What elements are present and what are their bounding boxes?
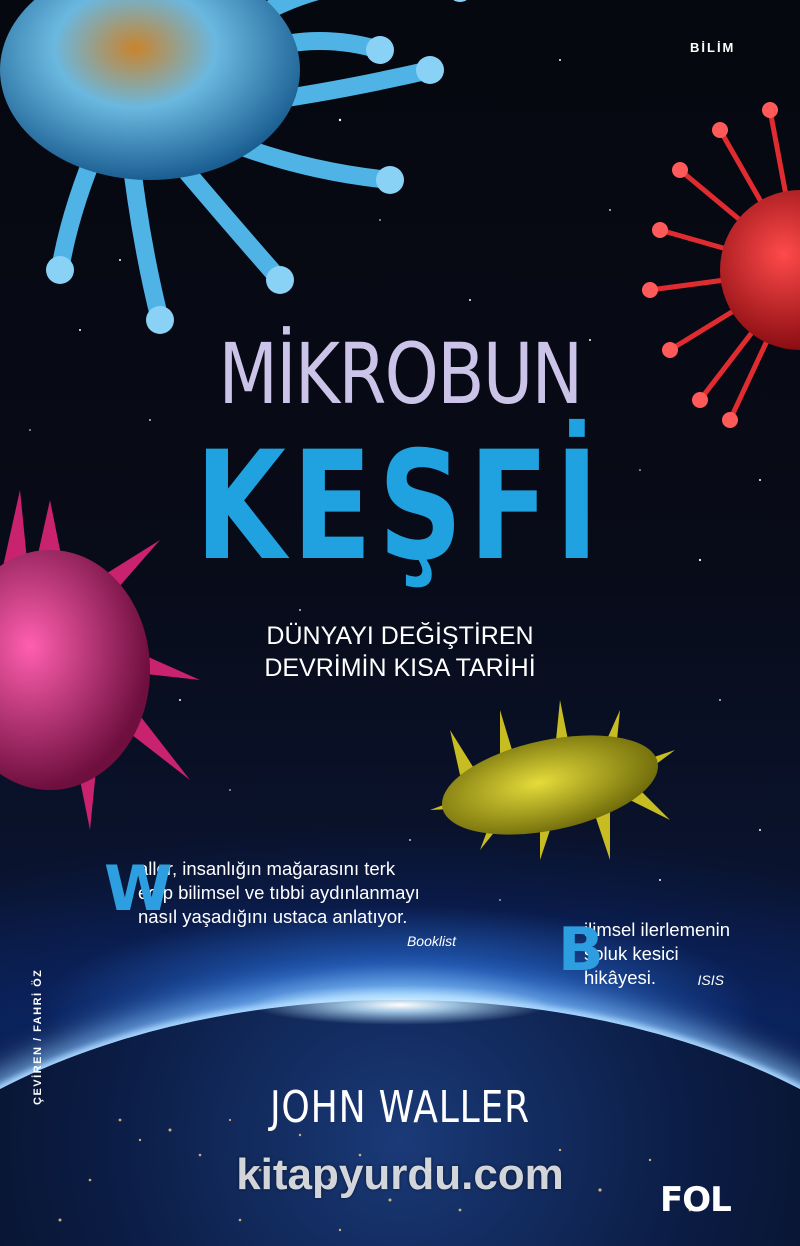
quote-line: ilimsel ilerlemenin <box>584 919 730 940</box>
watermark: kitapyurdu.com <box>236 1150 564 1199</box>
quote-source: ISIS <box>697 972 724 988</box>
drop-cap-b: B <box>558 915 604 985</box>
drop-cap-w: W <box>104 852 173 925</box>
city-lights <box>58 1118 692 1232</box>
title-line-1: MİKROBUN <box>218 325 583 423</box>
pink-virus-illustration <box>0 490 200 830</box>
quote-line: soluk kesici <box>584 943 679 964</box>
subtitle-line-1: DÜNYAYI DEĞİŞTİREN <box>266 622 534 650</box>
author-name: JOHN WALLER <box>269 1082 531 1133</box>
quote-line: edip bilimsel ve tıbbi aydınlanmayı <box>138 882 420 903</box>
red-virus-illustration <box>642 102 800 428</box>
translator-credit: ÇEVİREN / FAHRİ ÖZ <box>32 968 44 1105</box>
quote-line: aller, insanlığın mağarasını terk <box>138 858 396 879</box>
blue-virus-illustration <box>0 0 467 334</box>
title-line-2: KEŞFİ <box>195 420 605 594</box>
quote-line: nasıl yaşadığını ustaca anlatıyor. <box>138 906 408 927</box>
category-label: BİLİM <box>690 40 736 55</box>
sunrise-flare <box>250 985 550 1025</box>
review-quote-booklist: W aller, insanlığın mağarasını terk edip… <box>104 857 518 953</box>
subtitle-line-2: DEVRİMİN KISA TARİHİ <box>264 654 536 682</box>
earth-horizon <box>0 1000 800 1246</box>
quote-line: hikâyesi. <box>584 967 656 988</box>
yellow-virus-illustration <box>430 700 675 860</box>
quote-source: Booklist <box>406 933 456 949</box>
review-quote-isis: B ilimsel ilerlemenin soluk kesici hikây… <box>558 918 800 992</box>
subtitle: DÜNYAYI DEĞİŞTİREN DEVRİMİN KISA TARİHİ <box>0 620 800 684</box>
publisher-logo: FOL <box>660 1180 732 1220</box>
